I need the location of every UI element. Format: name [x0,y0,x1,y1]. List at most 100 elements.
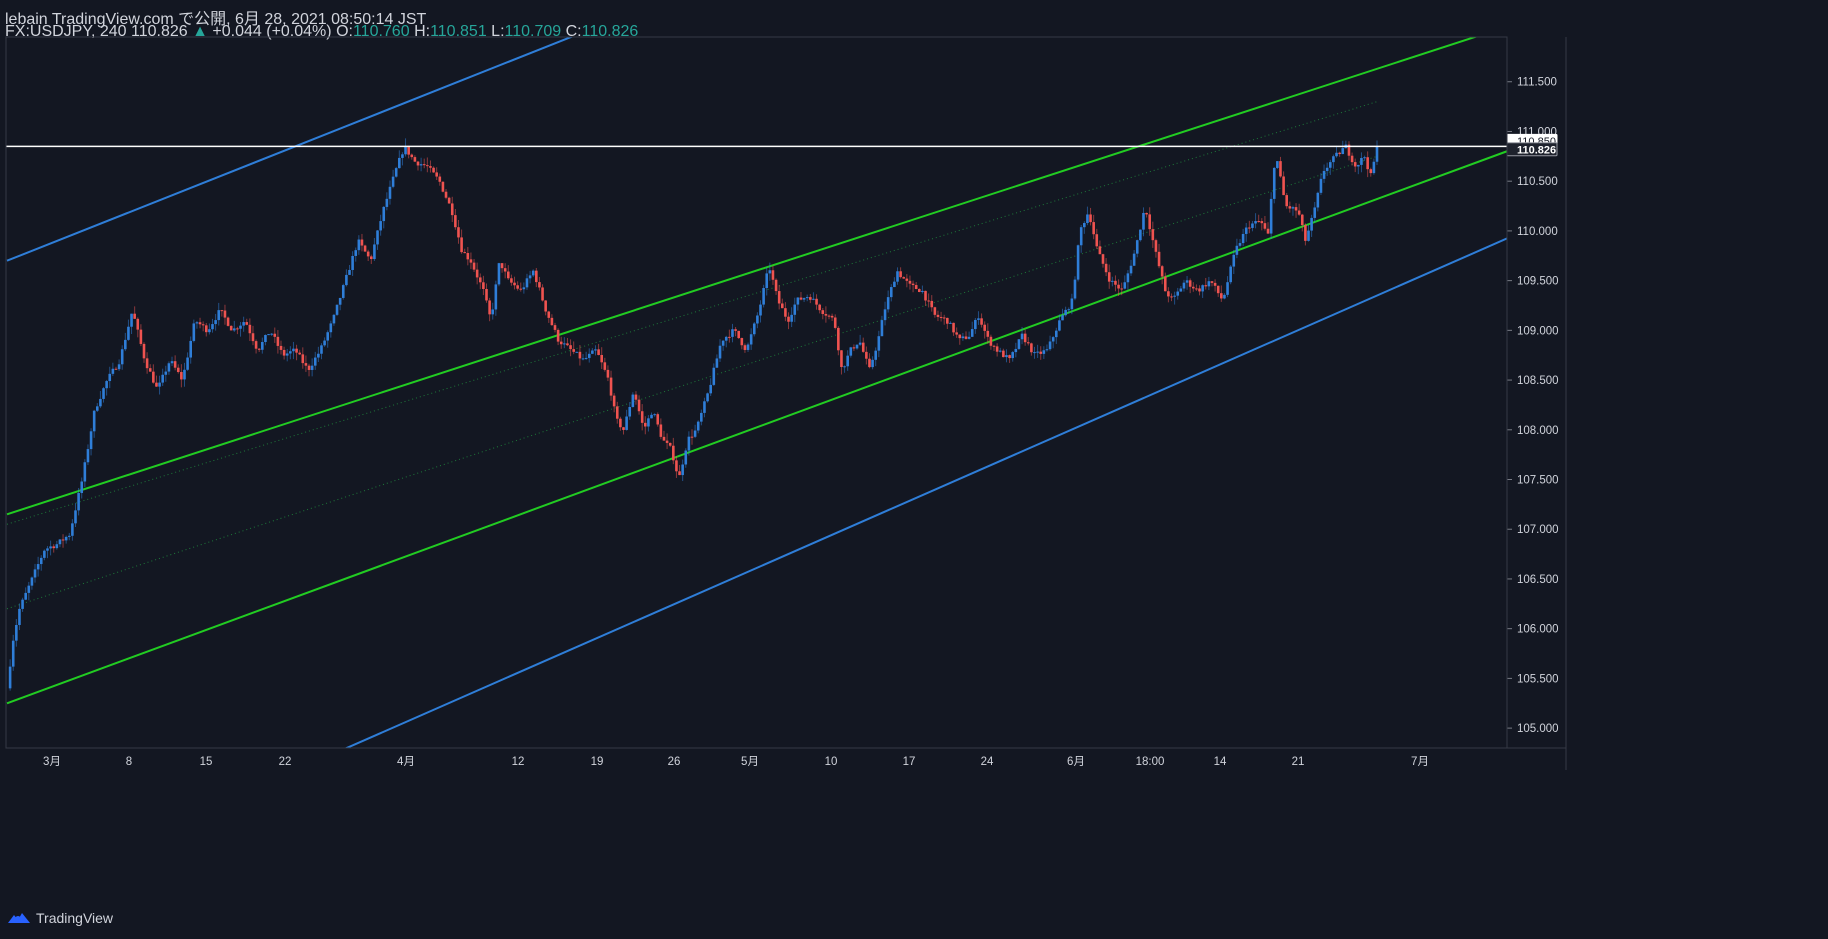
time-axis[interactable]: 3月 8 15 22 4月 12 19 26 5月 10 17 24 6月 18:00 14 21 7月 [43,756,1429,768]
candle-body [1272,167,1276,199]
candle-body [522,287,526,290]
outer-channel-line[interactable] [7,237,1507,897]
candle-body [158,382,161,387]
close-value: 110.826 [581,23,639,40]
candle-body [1338,152,1341,155]
candle-body [581,358,585,360]
time-tick-label: 26 [668,756,681,768]
candle-body [261,342,264,350]
candle-body [394,168,398,177]
candle-body [1151,229,1155,241]
price-axis[interactable]: 105.000 105.500 106.000 106.500 107.000 107.5… [1506,77,1559,735]
candle-body [1126,273,1130,283]
candle-body [1157,251,1161,267]
candle-body [460,237,463,253]
time-tick-label: 19 [591,756,604,768]
candle-body [454,215,457,228]
candle-body [1098,246,1102,255]
candle-body [656,414,660,425]
candle-body [86,449,90,463]
candle-body [519,288,523,290]
candle-body [687,436,691,451]
candle-body [447,197,451,204]
candle-body [52,546,56,549]
time-tick-label: 10 [825,756,838,768]
candle-body [1008,355,1011,359]
candle-body [1229,266,1232,283]
candle-body [886,297,890,310]
candle-body [438,176,442,182]
candle-body [292,348,295,352]
candle-body [429,166,432,168]
candle-body [594,349,597,351]
candle-body [1142,212,1145,230]
channel-line[interactable] [6,150,1507,705]
candle-body [114,368,118,370]
candle-body [214,320,217,325]
candle-body [1079,227,1083,246]
candle-body [525,278,529,288]
price-tick-label: 106.000 [1517,624,1559,636]
candle-body [491,309,495,315]
candle-body [917,289,921,292]
candle-body [1182,282,1186,289]
candle-body [478,277,482,283]
candle-body [1123,282,1127,289]
candle-body [15,625,18,641]
plot-area[interactable] [6,0,1507,897]
candle-body [1207,281,1211,287]
candle-body [475,269,479,278]
candle-body [1235,245,1239,255]
candle-body [675,460,678,472]
candle-body [21,599,24,609]
candle-body [566,343,569,346]
candle-body [721,340,725,346]
candle-body [833,317,837,328]
candle-body [1185,280,1189,283]
candle-body [1307,230,1310,241]
price-tick-label: 108.500 [1517,375,1559,387]
candle-body [995,346,999,352]
candle-body [821,310,825,315]
candle-body [1335,152,1338,157]
outer-channel-line[interactable] [6,0,1507,262]
candle-body [1114,280,1117,285]
candle-body [1213,282,1217,286]
price-label: 110.826 [1517,144,1556,156]
candle-body [640,411,644,423]
channel-midline [6,155,1378,610]
candle-body [332,314,336,324]
candle-body [295,348,298,353]
time-tick-label: 4月 [397,756,415,768]
candle-body [700,412,703,422]
candle-body [578,351,582,359]
candle-body [556,329,560,342]
candle-body [619,418,622,428]
candle-body [743,345,747,350]
candle-body [902,277,906,279]
candle-body [510,278,513,283]
candle-body [413,157,417,162]
plot-frame [5,36,1508,749]
candle-body [927,300,930,302]
candle-body [1369,169,1373,174]
candle-body [911,283,915,286]
candle-body [1083,223,1086,228]
candle-body [232,328,236,331]
candle-body [120,349,124,365]
candle-body [341,285,345,298]
candle-body [482,282,485,289]
candle-body [1328,162,1332,168]
candle-body [824,314,828,316]
candle-body [152,371,155,383]
candle-body [647,418,650,427]
candle-body [1350,155,1354,163]
candle-body [1353,162,1357,167]
candle-body [752,323,756,335]
candle-body [802,298,806,300]
candle-body [989,336,993,346]
channel-line[interactable] [6,27,1507,516]
candle-body [706,393,709,402]
high-label: H: [414,23,431,40]
